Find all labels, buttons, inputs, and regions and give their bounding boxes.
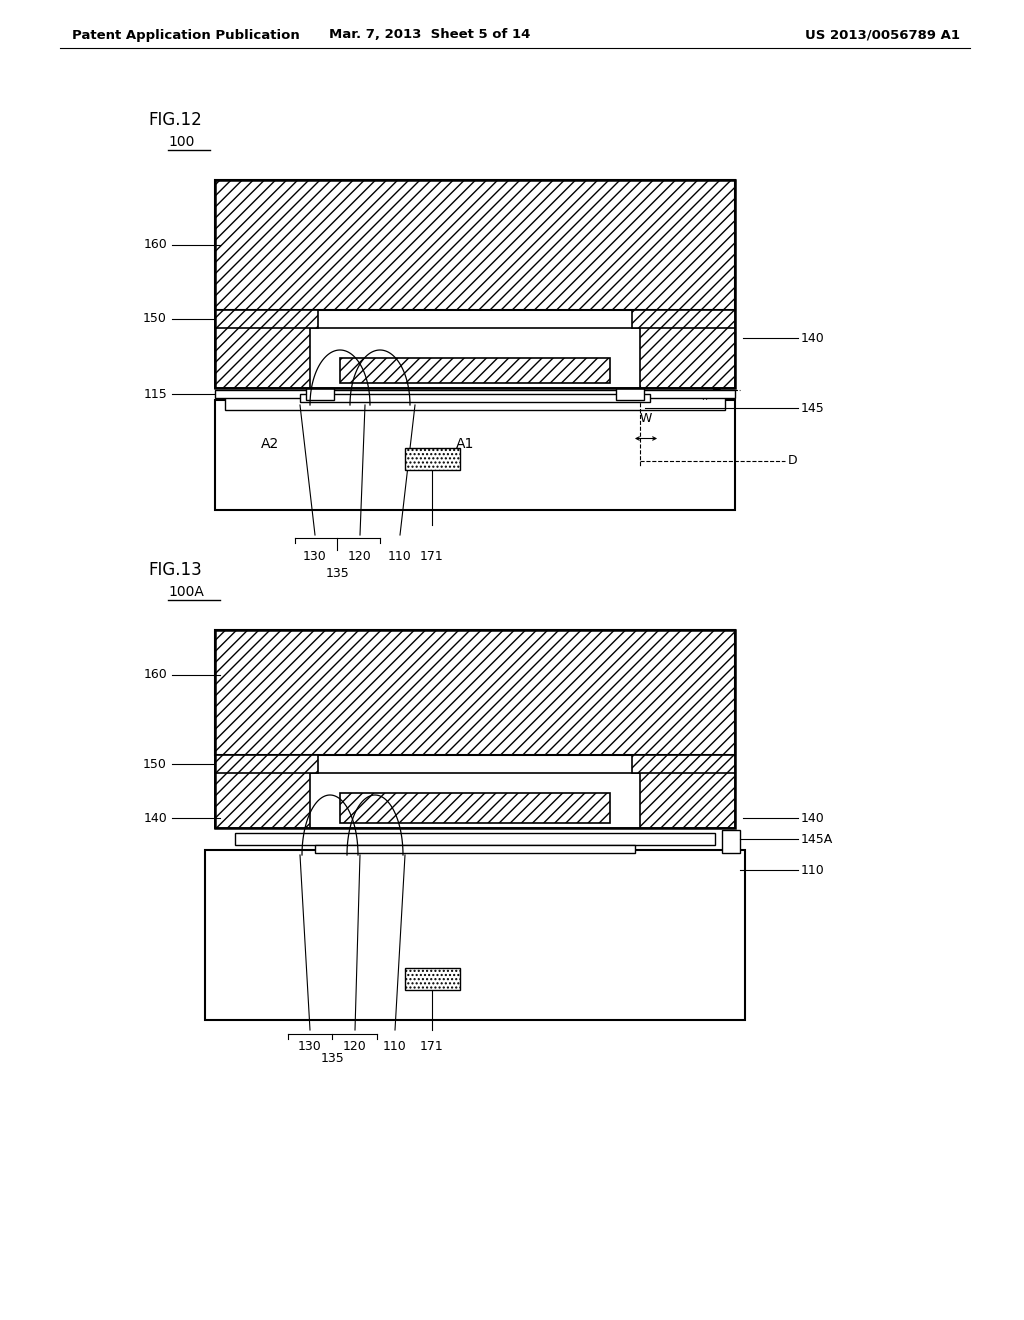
Bar [215,400,735,510]
Bar [215,180,735,388]
Text: 140: 140 [801,812,824,825]
Text: 160: 160 [143,668,167,681]
Bar [300,393,650,403]
Bar [215,310,310,388]
Text: 110: 110 [388,550,412,564]
Text: 130: 130 [298,1040,322,1053]
Text: 145A: 145A [801,833,834,846]
Text: 100A: 100A [168,585,204,599]
Text: 120: 120 [348,550,372,564]
Bar [340,358,610,383]
Text: 171: 171 [420,1040,443,1053]
Text: 120: 120 [343,1040,367,1053]
Text: FIG.13: FIG.13 [148,561,202,579]
Bar [205,850,745,1020]
Bar [215,774,735,828]
Bar [640,755,735,828]
Bar [215,630,735,828]
Text: A2: A2 [261,437,280,451]
Bar [632,310,735,327]
Text: 115: 115 [143,388,167,400]
Text: FIG.12: FIG.12 [148,111,202,129]
Text: 150: 150 [143,758,167,771]
Bar [215,755,310,828]
Text: 140: 140 [143,812,167,825]
Bar [640,310,735,388]
Text: 135: 135 [326,568,349,579]
Text: 160: 160 [143,239,167,252]
Bar [215,630,735,755]
Text: 130: 130 [303,550,327,564]
Bar [215,327,735,388]
Text: 110: 110 [801,863,824,876]
Bar [215,755,318,774]
Bar [315,845,635,853]
Bar [215,310,318,327]
Text: US 2013/0056789 A1: US 2013/0056789 A1 [805,29,961,41]
Text: 110: 110 [383,1040,407,1053]
Text: Mar. 7, 2013  Sheet 5 of 14: Mar. 7, 2013 Sheet 5 of 14 [330,29,530,41]
Bar [215,389,735,399]
Text: 100: 100 [168,135,195,149]
Bar [234,833,715,845]
Text: 140: 140 [801,331,824,345]
Text: W: W [640,412,652,425]
Bar [406,968,460,990]
Text: T: T [713,388,721,401]
Bar [632,755,735,774]
Text: D: D [788,454,798,467]
Bar [215,180,735,310]
Text: 171: 171 [420,550,443,564]
Bar [406,447,460,470]
Text: A1: A1 [456,437,474,451]
Text: 150: 150 [143,313,167,326]
Bar [722,830,740,853]
Bar [225,396,725,411]
Text: 145: 145 [801,401,824,414]
Bar [306,388,334,400]
Text: 135: 135 [321,1052,344,1065]
Bar [340,793,610,822]
Text: Patent Application Publication: Patent Application Publication [72,29,300,41]
Bar [616,388,644,400]
